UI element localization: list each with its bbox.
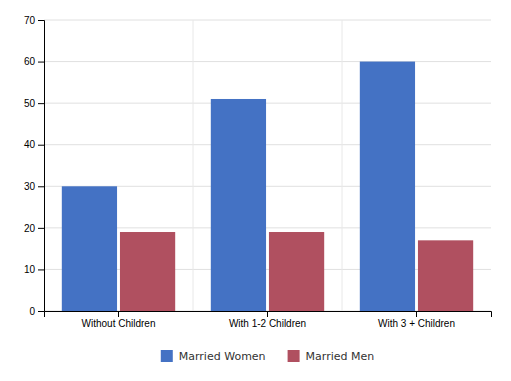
legend-label: Married Women [179,350,266,363]
bar [62,186,117,311]
tick-mark [38,62,44,63]
tick-label: With 1-2 Children [229,318,306,329]
tick-label: 70 [24,15,36,26]
tick-mark [118,311,119,317]
tick-mark [38,311,44,312]
plot: 0 10 20 30 40 50 60 70 Without Children With 1-2 … [24,15,492,329]
grid-line [44,103,491,104]
tick-mark [416,311,417,317]
series [62,62,415,311]
tick-label: 10 [24,264,36,275]
tick-label: 40 [24,139,36,150]
legend-swatch [288,350,300,362]
tick-label: 20 [24,223,36,234]
tick-label: 30 [24,181,36,192]
tick: 60 [24,56,44,67]
bar [269,232,324,311]
bar [360,62,415,311]
tick: 0 [29,306,44,317]
tick-label: 50 [24,98,36,109]
legend-swatch [161,350,173,362]
grid [44,20,491,311]
axis-line [45,312,492,318]
legend-item: Married Men [288,350,375,363]
x-axis: Without Children With 1-2 Children With 3 … [45,311,492,329]
bars [62,62,473,311]
tick: 30 [24,181,44,192]
group-divider [342,20,343,311]
tick: 20 [24,223,44,234]
tick-label: 0 [29,306,35,317]
bar [120,232,175,311]
legend-label: Married Men [306,350,375,363]
tick: 10 [24,264,44,275]
tick: Without Children [82,311,156,329]
tick-mark [38,103,44,104]
grid-line [44,144,491,145]
tick-mark [38,186,44,187]
tick: 70 [24,15,44,26]
group-divider [193,20,194,311]
tick-mark [38,269,44,270]
tick: 50 [24,98,44,109]
tick-mark [267,311,268,317]
axis-line [38,21,45,312]
grid-line [44,20,491,21]
tick-mark [38,228,44,229]
tick: With 1-2 Children [229,311,306,329]
tick-label: 60 [24,56,36,67]
chart: 0 10 20 30 40 50 60 70 Without Children With 1-2 … [0,0,511,381]
group-dividers [193,20,342,311]
tick-mark [38,145,44,146]
grid-line [44,61,491,62]
series [120,232,473,311]
tick-label: With 3 + Children [378,318,455,329]
y-axis: 0 10 20 30 40 50 60 70 [24,15,45,317]
tick-mark [38,20,44,21]
tick-label: Without Children [82,318,156,329]
legend: Married Women Married Men [161,350,374,363]
legend-item: Married Women [161,350,266,363]
bar [211,99,266,311]
bar [418,240,473,311]
tick: With 3 + Children [378,311,455,329]
tick: 40 [24,139,44,150]
